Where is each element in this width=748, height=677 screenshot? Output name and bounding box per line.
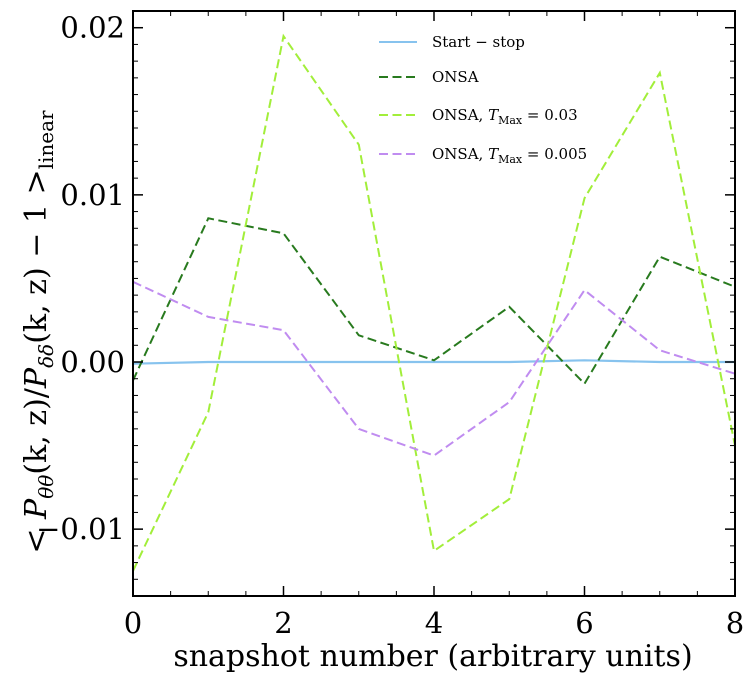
series-line-0 [132, 359, 735, 365]
legend-label-3: ONSA, TMax = 0.005 [432, 145, 587, 166]
series-layer [132, 33, 736, 572]
x-tick-label: 2 [274, 606, 292, 640]
series-line-1 [132, 217, 736, 386]
x-tick-label: 0 [124, 606, 142, 640]
y-tick-label: 0.02 [60, 11, 125, 45]
legend-label-0: Start − stop [432, 33, 525, 51]
x-axis-title: snapshot number (arbitrary units) [173, 639, 692, 674]
x-tick-label: 4 [425, 606, 443, 640]
series-line-3 [132, 280, 736, 457]
legend-label-1: ONSA [432, 68, 479, 86]
series-line-2 [132, 33, 736, 572]
tick-layer: 0 2 4 6 8 −0.01 0.00 0.01 0.02 [36, 10, 744, 640]
y-tick-label: 0.00 [60, 345, 125, 379]
y-tick-label: 0.01 [60, 178, 125, 212]
y-tick-label: −0.01 [36, 512, 125, 546]
x-tick-label: 8 [726, 606, 744, 640]
legend-label-2: ONSA, TMax = 0.03 [432, 106, 578, 127]
plot-frame [132, 10, 736, 597]
y-axis-title: < Pθθ(k, z)/Pδδ(k, z) − 1 >linear [19, 110, 58, 554]
legend: Start − stop ONSA ONSA, TMax = 0.03 ONSA, T… [379, 33, 587, 166]
x-tick-label: 6 [575, 606, 593, 640]
